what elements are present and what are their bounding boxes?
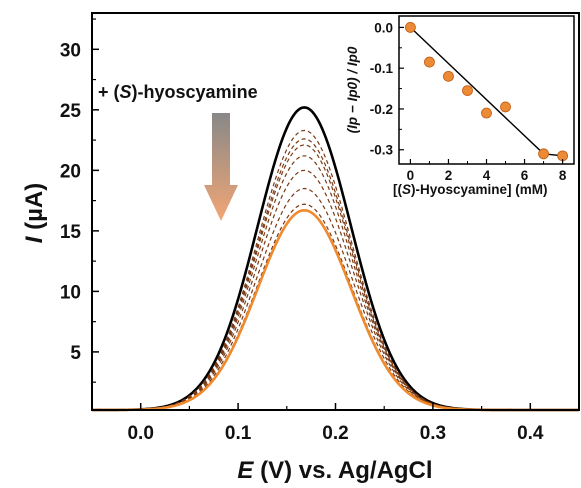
down-arrow-icon (204, 113, 238, 221)
main-x-tick-labels: 0.0 0.1 0.2 0.3 0.4 (127, 423, 543, 444)
y-tick-label: 30 (60, 40, 81, 61)
main-y-axis-title: I (µA) (21, 183, 48, 243)
y-tick-label: 25 (60, 101, 82, 122)
inset-data-point (481, 107, 492, 119)
inset-y-tick-label: -0.2 (370, 102, 393, 117)
inset-y-axis-title: (Ip − Ip0) / Ip0 (345, 46, 360, 133)
y-tick-label: 10 (60, 282, 81, 303)
inset-data-point (443, 70, 454, 82)
curve-5 (92, 155, 579, 411)
inset-y-tick-label: -0.1 (370, 61, 394, 76)
titration-annotation: + (S)-hyoscyamine (98, 82, 258, 102)
y-tick-label: 5 (70, 343, 81, 364)
inset-y-tick-label: 0.0 (374, 20, 393, 35)
y-tick-label: 15 (60, 222, 82, 243)
inset-x-tick-label: 4 (483, 168, 491, 183)
main-axis-ticks (91, 18, 580, 410)
inset-x-axis-title: [(S)-Hyoscyamine] (mM) (393, 182, 548, 197)
inset-x-tick-label: 2 (445, 168, 453, 183)
inset-data-point (500, 101, 511, 113)
inset-axis-ticks (399, 26, 564, 164)
curve-9 (92, 208, 579, 412)
inset-x-tick-label: 0 (407, 168, 415, 183)
main-y-tick-labels: 5 10 15 20 25 30 (60, 40, 82, 364)
inset-markers (405, 22, 568, 162)
x-tick-label: 0.2 (322, 423, 348, 444)
inset-background (399, 16, 574, 164)
y-tick-label: 20 (60, 161, 81, 182)
x-tick-label: 0.1 (225, 423, 252, 444)
inset-data-point (538, 148, 549, 160)
inset-data-point (462, 85, 473, 97)
inset-x-tick-label: 8 (559, 168, 567, 183)
inset-plot: 0 2 4 6 8 0.0 -0.1 -0.2 -0.3 [(S)-Hyoscyamine] … (345, 15, 575, 197)
inset-data-point (405, 22, 416, 33)
x-tick-label: 0.4 (517, 423, 544, 444)
x-tick-label: 0.3 (420, 423, 446, 444)
curve-7 (92, 187, 579, 411)
inset-x-tick-labels: 0 2 4 6 8 (407, 168, 567, 183)
curve-3 (92, 138, 579, 411)
inset-data-point (424, 56, 435, 68)
main-x-axis-title: E (V) vs. Ag/AgCl (237, 457, 432, 484)
inset-y-tick-label: -0.3 (370, 143, 394, 158)
inset-y-tick-labels: 0.0 -0.1 -0.2 -0.3 (370, 20, 394, 157)
x-tick-label: 0.0 (127, 423, 153, 444)
inset-x-tick-label: 6 (521, 168, 529, 183)
curve-8 (92, 203, 579, 411)
